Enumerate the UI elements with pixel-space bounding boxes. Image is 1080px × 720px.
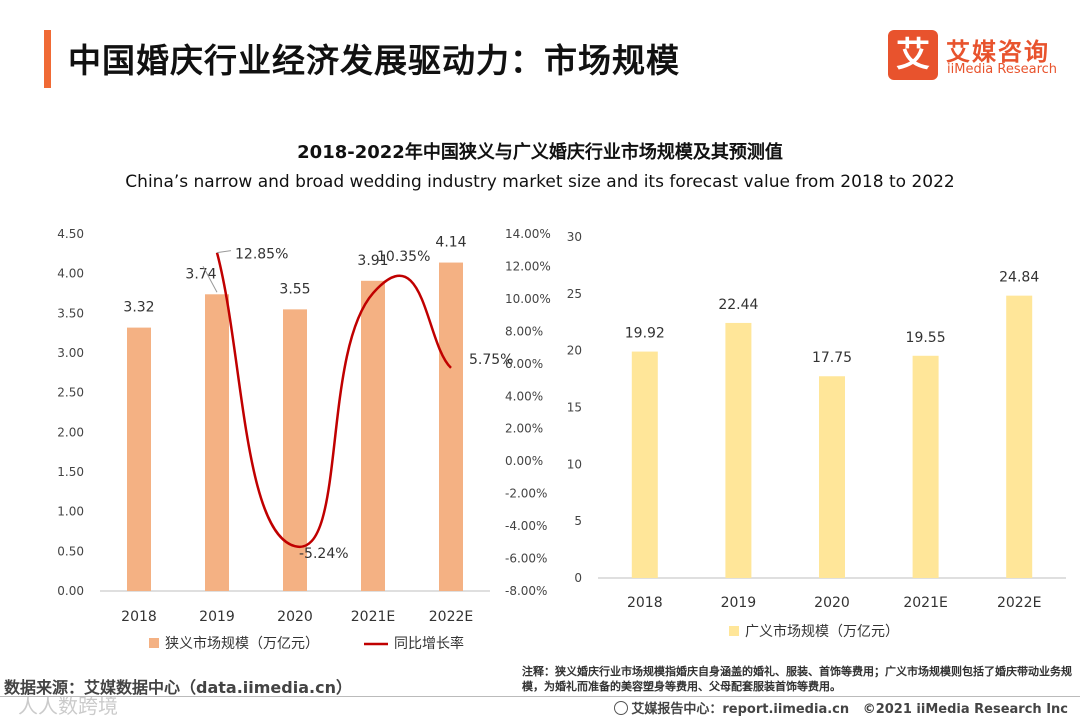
- left-x-tick-label: 2019: [199, 609, 235, 625]
- growth-leader-line: [216, 250, 232, 254]
- right-chart-y-tick-label: 5: [574, 514, 582, 528]
- globe-icon: [614, 701, 629, 715]
- right-chart-x-tick-label: 2019: [721, 595, 757, 611]
- broad-bar-value-label: 24.84: [999, 270, 1039, 286]
- chart-title-en: China’s narrow and broad wedding industr…: [125, 172, 955, 192]
- right-chart-y-tick-label: 25: [567, 287, 582, 301]
- footer: 艾媒报告中心：report.iimedia.cn ©2021 iiMedia R…: [614, 698, 1068, 717]
- broad-market-bar: [725, 322, 752, 578]
- legend-label-growth: 同比增长率: [394, 635, 464, 652]
- legend-label-broad: 广义市场规模（万亿元）: [745, 623, 899, 640]
- broad-market-bar: [1006, 295, 1033, 578]
- copyright: ©2021 iiMedia Research Inc: [862, 702, 1068, 717]
- left-y-tick-label: 3.50: [57, 306, 84, 320]
- right-chart-x-tick-label: 2022E: [997, 595, 1041, 611]
- chart-note: 注释：狭义婚庆行业市场规模指婚庆自身涵盖的婚礼、服装、首饰等费用；广义市场规模则…: [522, 665, 1072, 693]
- narrow-bar-value-label: 3.91: [357, 253, 388, 269]
- growth-rate-line: [215, 252, 452, 548]
- left-y-tick-label: 2.00: [57, 425, 84, 439]
- legend-swatch-broad: [729, 626, 739, 636]
- right-chart-x-tick-label: 2018: [627, 595, 663, 611]
- data-source: 数据来源：艾媒数据中心（data.iimedia.cn）: [4, 678, 352, 697]
- logo-icon: 艾: [888, 30, 938, 80]
- growth-rate-label: 10.35%: [377, 249, 430, 265]
- right-y-tick-label: 8.00%: [505, 324, 543, 338]
- title-accent-bar: [44, 30, 51, 88]
- narrow-bar-value-label: 3.55: [279, 281, 310, 297]
- legend-swatch-narrow: [149, 638, 159, 648]
- broad-bar-value-label: 19.55: [906, 330, 946, 346]
- logo-text-en: iiMedia Research: [947, 62, 1058, 77]
- right-chart-y-tick-label: 20: [567, 344, 582, 358]
- right-chart-y-tick-label: 10: [567, 457, 582, 471]
- narrow-market-bar: [283, 309, 307, 591]
- page-title: 中国婚庆行业经济发展驱动力：市场规模: [68, 41, 680, 80]
- narrow-market-bar: [361, 280, 385, 591]
- broad-market-bar: [912, 355, 939, 578]
- left-y-tick-label: 0.50: [57, 544, 84, 558]
- narrow-bar-value-label: 3.74: [185, 266, 216, 282]
- watermark: 人人数跨境: [18, 694, 118, 718]
- chart-title-cn: 2018-2022年中国狭义与广义婚庆行业市场规模及其预测值: [297, 142, 783, 163]
- left-x-tick-label: 2022E: [429, 609, 473, 625]
- right-y-tick-label: 10.00%: [505, 292, 551, 306]
- right-y-tick-label: 2.00%: [505, 422, 543, 436]
- legend-label-narrow: 狭义市场规模（万亿元）: [165, 635, 319, 652]
- left-y-tick-label: 1.50: [57, 465, 84, 479]
- left-y-tick-label: 1.00: [57, 505, 84, 519]
- right-y-tick-label: -6.00%: [505, 552, 547, 566]
- right-chart-x-tick-label: 2020: [814, 595, 850, 611]
- left-y-tick-label: 2.50: [57, 386, 84, 400]
- right-chart-y-tick-label: 15: [567, 401, 582, 415]
- broad-market-bar: [819, 376, 845, 578]
- footer-divider: [0, 696, 1080, 697]
- right-y-tick-label: 12.00%: [505, 259, 551, 273]
- narrow-bar-value-label: 3.32: [123, 300, 154, 316]
- logo-text-cn: 艾媒咨询: [946, 38, 1050, 66]
- broad-bar-value-label: 22.44: [718, 297, 758, 313]
- right-y-tick-label: -4.00%: [505, 519, 547, 533]
- right-y-tick-label: 14.00%: [505, 227, 551, 241]
- left-x-tick-label: 2018: [121, 609, 157, 625]
- broad-bar-value-label: 19.92: [625, 326, 665, 342]
- right-y-tick-label: 0.00%: [505, 454, 543, 468]
- right-chart-x-tick-label: 2021E: [903, 595, 947, 611]
- value-leader-line: [202, 266, 218, 293]
- right-chart-y-tick-label: 0: [574, 571, 582, 585]
- left-y-tick-label: 3.00: [57, 346, 84, 360]
- narrow-market-bar: [205, 294, 229, 591]
- report-site: 艾媒报告中心：report.iimedia.cn: [631, 702, 850, 717]
- left-y-tick-label: 4.00: [57, 267, 84, 281]
- left-x-tick-label: 2020: [277, 609, 313, 625]
- right-y-tick-label: 6.00%: [505, 357, 543, 371]
- right-y-tick-label: 4.00%: [505, 389, 543, 403]
- iimedia-logo: 艾 艾媒咨询 iiMedia Research: [888, 30, 1068, 82]
- broad-bar-value-label: 17.75: [812, 350, 852, 366]
- narrow-market-bar: [127, 327, 151, 591]
- growth-rate-label: -5.24%: [299, 546, 349, 562]
- narrow-bar-value-label: 4.14: [435, 235, 466, 251]
- broad-market-bar: [631, 351, 658, 578]
- left-y-tick-label: 0.00: [57, 584, 84, 598]
- growth-rate-label: 12.85%: [235, 247, 288, 263]
- growth-rate-label: 5.75%: [469, 352, 513, 368]
- narrow-market-bar: [439, 262, 463, 591]
- right-chart-y-tick-label: 30: [567, 230, 582, 244]
- right-y-tick-label: -2.00%: [505, 487, 547, 501]
- left-y-tick-label: 4.50: [57, 227, 84, 241]
- right-y-tick-label: -8.00%: [505, 584, 547, 598]
- left-x-tick-label: 2021E: [351, 609, 395, 625]
